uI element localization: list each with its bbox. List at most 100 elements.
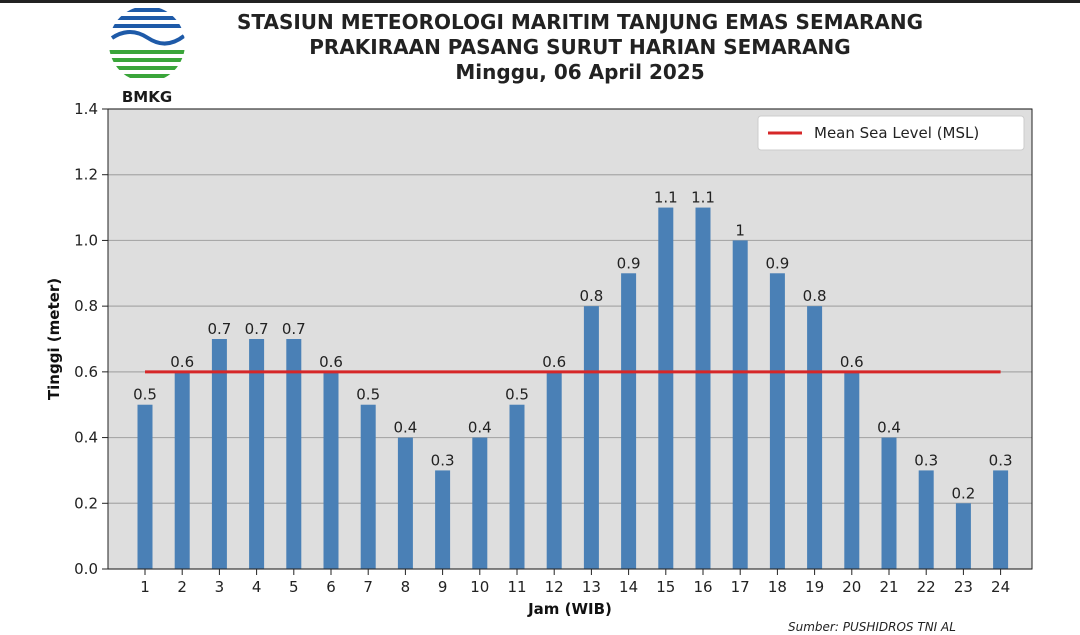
bar-value-label: 0.5 bbox=[505, 386, 529, 404]
y-tick-label: 1.2 bbox=[74, 166, 98, 184]
x-tick-label: 16 bbox=[693, 578, 712, 596]
bar-value-label: 0.6 bbox=[319, 353, 343, 371]
x-tick-label: 22 bbox=[917, 578, 936, 596]
bar bbox=[993, 470, 1009, 569]
x-tick-label: 10 bbox=[470, 578, 489, 596]
bars bbox=[137, 207, 1009, 570]
logo-text: BMKG bbox=[121, 88, 173, 106]
bar-value-labels: 0.5 0.6 0.7 0.7 0.7 0.6 0.5 0.4 0.3 0.4 0.5 0.6 0.8 0… bbox=[133, 189, 1012, 503]
bar-value-label: 0.8 bbox=[803, 287, 827, 305]
bar bbox=[732, 240, 748, 569]
bar bbox=[286, 339, 302, 569]
bar-value-label: 0.2 bbox=[951, 484, 975, 502]
y-tick-label: 0.0 bbox=[74, 560, 98, 578]
source-note: Sumber: PUSHIDROS TNI AL bbox=[788, 620, 956, 634]
bar bbox=[472, 437, 488, 569]
x-tick-label: 5 bbox=[289, 578, 299, 596]
bar-value-label: 0.6 bbox=[542, 353, 566, 371]
x-tick-label: 6 bbox=[326, 578, 336, 596]
y-tick-label: 0.2 bbox=[74, 494, 98, 512]
bar-value-label: 1.1 bbox=[654, 189, 678, 207]
x-tick-label: 23 bbox=[954, 578, 973, 596]
y-tick-label: 1.4 bbox=[74, 100, 98, 118]
x-tick-label: 8 bbox=[401, 578, 411, 596]
x-tick-label: 1 bbox=[140, 578, 150, 596]
bar-value-label: 0.3 bbox=[914, 451, 938, 469]
bar-value-label: 0.4 bbox=[468, 419, 492, 437]
logo-stripe bbox=[109, 58, 185, 62]
bar bbox=[360, 404, 376, 569]
bar-value-label: 0.9 bbox=[617, 254, 641, 272]
x-tick-label: 15 bbox=[656, 578, 675, 596]
x-tick-label: 2 bbox=[177, 578, 187, 596]
bar bbox=[137, 404, 153, 569]
bar-value-label: 0.6 bbox=[840, 353, 864, 371]
y-axis-label: Tinggi (meter) bbox=[45, 278, 63, 400]
bar bbox=[323, 371, 339, 569]
logo-stripe bbox=[109, 24, 185, 28]
bar bbox=[546, 371, 562, 569]
legend: Mean Sea Level (MSL) bbox=[757, 115, 1025, 151]
x-tick-label: 17 bbox=[731, 578, 750, 596]
bar-value-label: 0.9 bbox=[765, 254, 789, 272]
logo-stripe bbox=[109, 16, 185, 20]
y-tick-label: 0.6 bbox=[74, 363, 98, 381]
x-tick-label: 4 bbox=[252, 578, 262, 596]
bar bbox=[509, 404, 525, 569]
x-tick-label: 13 bbox=[582, 578, 601, 596]
x-tick-label: 7 bbox=[363, 578, 373, 596]
bmkg-logo: BMKG bbox=[104, 4, 190, 108]
y-axis-ticks: 0.0 0.2 0.4 0.6 0.8 1.0 1.2 1.4 bbox=[74, 100, 108, 578]
bar bbox=[658, 207, 674, 570]
bar-value-label: 0.7 bbox=[245, 320, 269, 338]
x-tick-label: 21 bbox=[879, 578, 898, 596]
logo-stripe bbox=[109, 50, 185, 54]
bar bbox=[249, 339, 265, 569]
x-tick-label: 24 bbox=[991, 578, 1010, 596]
top-border bbox=[0, 0, 1080, 3]
bar-value-label: 1.1 bbox=[691, 189, 715, 207]
x-tick-label: 12 bbox=[545, 578, 564, 596]
logo-stripe bbox=[109, 66, 185, 70]
plot-frame bbox=[107, 108, 1033, 570]
x-tick-label: 9 bbox=[438, 578, 448, 596]
chart-title-line-2: PRAKIRAAN PASANG SURUT HARIAN SEMARANG bbox=[309, 35, 851, 59]
x-tick-label: 11 bbox=[507, 578, 526, 596]
bar bbox=[621, 273, 637, 569]
bar-value-label: 0.3 bbox=[989, 451, 1013, 469]
bar-value-label: 0.4 bbox=[877, 419, 901, 437]
bar bbox=[844, 371, 860, 569]
chart-title-line-3: Minggu, 06 April 2025 bbox=[455, 60, 705, 84]
bar-value-label: 0.3 bbox=[431, 451, 455, 469]
bar bbox=[807, 306, 823, 569]
bar-value-label: 0.7 bbox=[282, 320, 306, 338]
chart-title-line-1: STASIUN METEOROLOGI MARITIM TANJUNG EMAS… bbox=[236, 10, 924, 34]
logo-stripe bbox=[109, 74, 185, 78]
x-tick-label: 20 bbox=[842, 578, 861, 596]
bar-value-label: 0.5 bbox=[356, 386, 380, 404]
bar bbox=[918, 470, 934, 569]
bar bbox=[955, 503, 971, 569]
x-tick-label: 18 bbox=[768, 578, 787, 596]
legend-label: Mean Sea Level (MSL) bbox=[814, 124, 979, 142]
bar-value-label: 0.5 bbox=[133, 386, 157, 404]
y-tick-label: 0.8 bbox=[74, 297, 98, 315]
bar bbox=[435, 470, 451, 569]
y-tick-label: 1.0 bbox=[74, 231, 98, 249]
bmkg-logo-icon bbox=[109, 6, 185, 82]
logo-wave bbox=[110, 30, 185, 46]
x-tick-label: 3 bbox=[215, 578, 225, 596]
bar bbox=[695, 207, 711, 570]
bar-value-label: 0.6 bbox=[170, 353, 194, 371]
bar-value-label: 0.4 bbox=[393, 419, 417, 437]
bar-value-label: 0.7 bbox=[207, 320, 231, 338]
bar bbox=[211, 339, 227, 569]
bar bbox=[397, 437, 413, 569]
x-tick-label: 14 bbox=[619, 578, 638, 596]
legend-box bbox=[757, 115, 1025, 151]
logo-stripe bbox=[109, 8, 185, 12]
bar bbox=[174, 371, 190, 569]
bar-value-label: 1 bbox=[735, 221, 745, 239]
x-axis-ticks: 1 2 3 4 5 6 7 8 9 10 11 12 13 14 15 16 17 18 19 20 21 22 23 24 bbox=[140, 569, 1010, 596]
